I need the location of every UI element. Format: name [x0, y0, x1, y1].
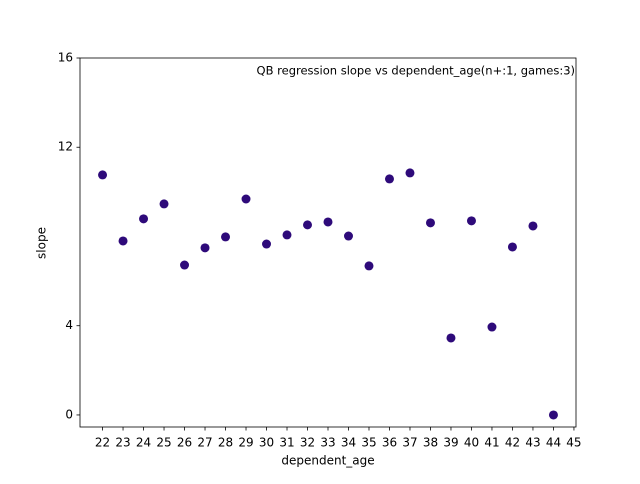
x-tick-label: 36	[382, 436, 397, 450]
x-tick-label: 42	[505, 436, 520, 450]
data-point	[548, 410, 558, 420]
data-point	[262, 239, 272, 249]
y-axis-label: slope	[35, 227, 49, 259]
x-tick-label: 29	[238, 436, 253, 450]
data-point	[323, 217, 333, 227]
data-point	[282, 230, 292, 240]
data-point	[180, 260, 190, 270]
x-tick-label: 30	[259, 436, 274, 450]
data-point	[200, 243, 210, 253]
x-tick-label: 24	[136, 436, 151, 450]
x-tick-label: 40	[464, 436, 479, 450]
x-tick-label: 31	[279, 436, 294, 450]
x-tick-label: 32	[300, 436, 315, 450]
axes-frame	[79, 57, 577, 428]
x-tick-label: 34	[341, 436, 356, 450]
chart-title: QB regression slope vs dependent_age(n+:…	[257, 64, 575, 78]
x-tick-label: 23	[115, 436, 130, 450]
x-tick-label: 33	[320, 436, 335, 450]
x-tick-label: 28	[218, 436, 233, 450]
data-point	[139, 214, 149, 224]
x-tick-label: 25	[156, 436, 171, 450]
data-point	[159, 199, 169, 209]
data-point	[303, 220, 313, 230]
x-tick-label: 22	[95, 436, 110, 450]
y-tick-label: 16	[58, 51, 73, 65]
x-axis-label: dependent_age	[281, 454, 374, 468]
data-point	[221, 232, 231, 242]
data-point	[487, 322, 497, 332]
x-tick-label: 45	[566, 436, 581, 450]
data-point	[405, 168, 415, 178]
data-point	[528, 221, 538, 231]
x-tick-label: 38	[423, 436, 438, 450]
x-tick-label: 44	[546, 436, 561, 450]
y-tick-label: 12	[58, 140, 73, 154]
data-point	[364, 261, 374, 271]
data-point	[507, 242, 517, 252]
x-tick-label: 27	[197, 436, 212, 450]
data-point	[343, 231, 353, 241]
x-tick-label: 35	[361, 436, 376, 450]
x-tick-label: 41	[484, 436, 499, 450]
data-point	[98, 170, 108, 180]
data-point	[446, 333, 456, 343]
x-tick-label: 37	[402, 436, 417, 450]
x-tick-label: 39	[443, 436, 458, 450]
y-tick-label: 4	[65, 318, 73, 332]
data-point	[466, 216, 476, 226]
x-tick-label: 26	[177, 436, 192, 450]
data-point	[241, 194, 251, 204]
data-point	[384, 174, 394, 184]
y-tick-label: 0	[65, 407, 73, 421]
x-tick-label: 43	[525, 436, 540, 450]
data-point	[118, 236, 128, 246]
data-point	[425, 218, 435, 228]
